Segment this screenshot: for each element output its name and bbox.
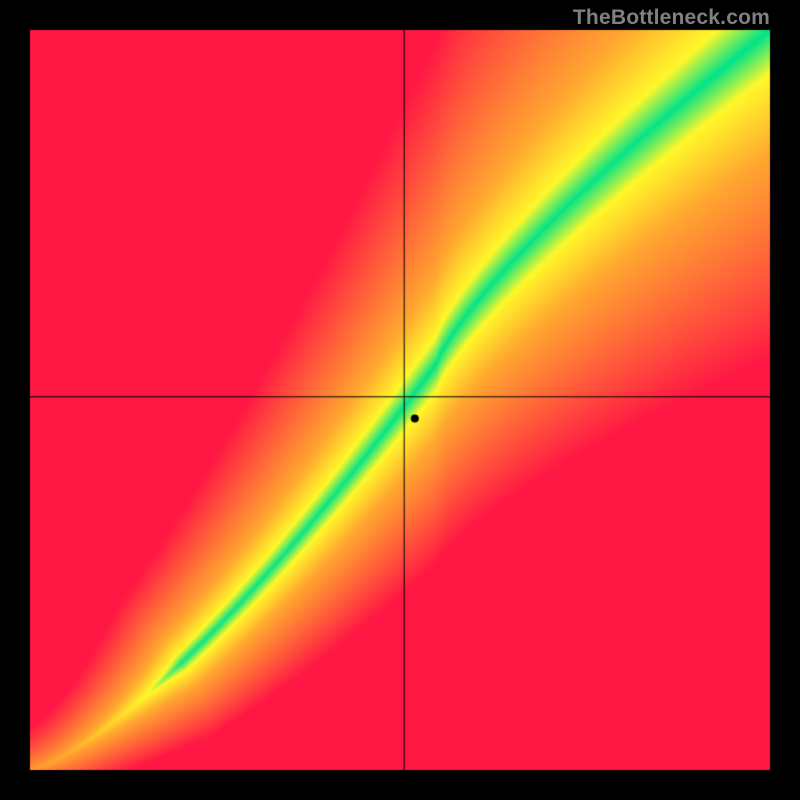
watermark-text: TheBottleneck.com: [573, 6, 770, 30]
heatmap-canvas: [0, 0, 800, 800]
chart-container: TheBottleneck.com: [0, 0, 800, 800]
